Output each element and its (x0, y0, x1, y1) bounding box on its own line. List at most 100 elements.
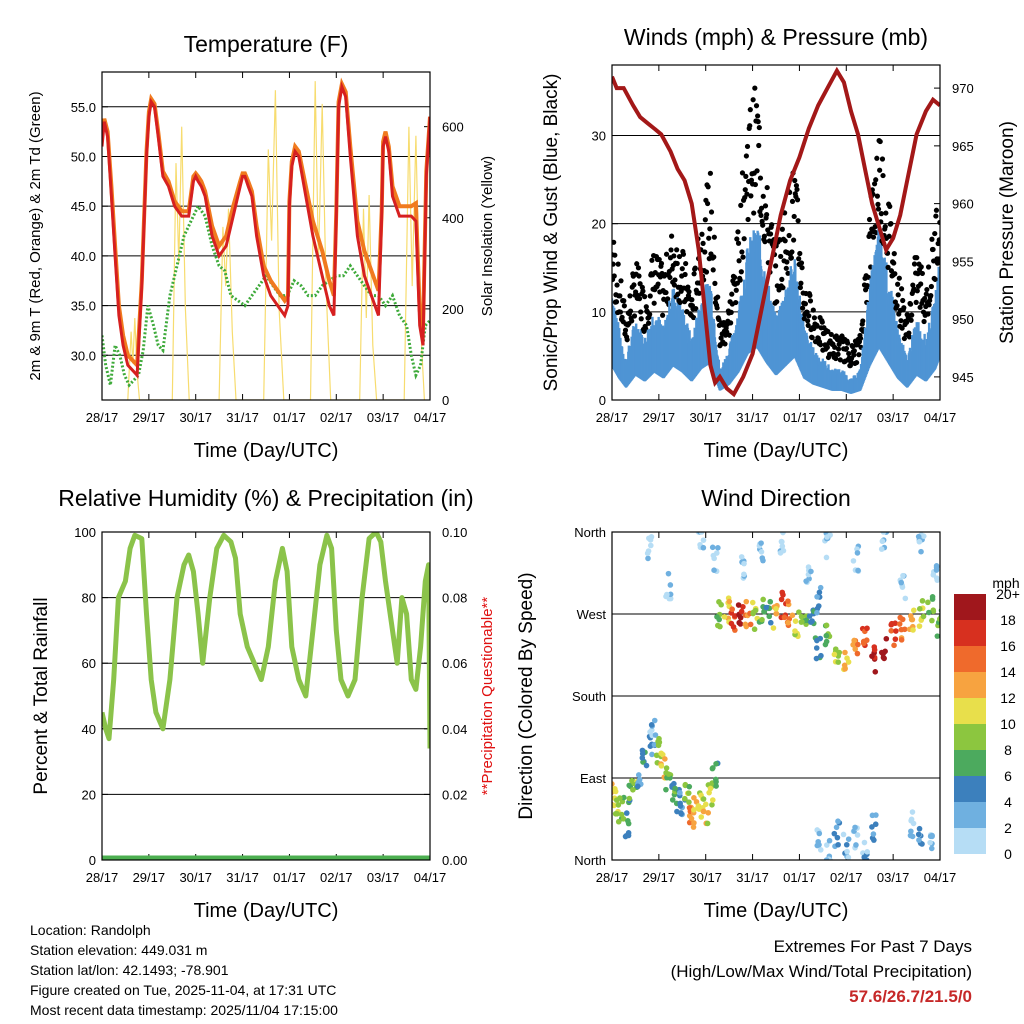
direction-point (915, 533, 922, 540)
direction-point (888, 627, 895, 634)
direction-point (864, 625, 870, 632)
gust-point (837, 357, 843, 363)
gust-point (627, 293, 633, 299)
gust-point (686, 289, 692, 295)
gust-point (665, 296, 671, 302)
direction-point (809, 618, 815, 624)
gust-point (690, 314, 697, 321)
gust-point (675, 291, 681, 297)
gust-point (918, 264, 924, 270)
y-tick-label: 0 (599, 393, 606, 408)
direction-point (878, 546, 885, 552)
gust-point (706, 235, 712, 241)
colorbar-swatch (954, 620, 986, 646)
direction-point (915, 831, 922, 838)
y-tick-label: 60 (82, 656, 96, 671)
x-tick-label: 02/17 (830, 870, 863, 885)
gust-point (651, 300, 657, 306)
direction-point (681, 795, 688, 802)
colorbar-swatch (954, 698, 986, 724)
gust-point (875, 201, 881, 207)
gust-point (828, 331, 834, 338)
direction-point (688, 815, 695, 822)
gust-point (844, 340, 851, 346)
y2-tick-label: 0 (442, 393, 449, 408)
direction-point (927, 839, 933, 846)
gust-point (883, 210, 889, 216)
gust-point (788, 255, 794, 261)
direction-point (620, 816, 627, 822)
direction-point (900, 572, 906, 579)
direction-point (936, 616, 940, 622)
gust-point (894, 302, 900, 309)
direction-point (898, 637, 905, 643)
gust-point (923, 291, 929, 297)
gust-point (930, 246, 936, 253)
gust-point (879, 156, 886, 162)
direction-point (910, 820, 917, 827)
y2-tick-label: 0.08 (442, 591, 467, 606)
direction-point (780, 532, 786, 536)
direction-point (818, 652, 824, 659)
gust-point (836, 341, 842, 347)
direction-point (907, 613, 914, 619)
gust-point (779, 226, 785, 232)
gust-point (739, 170, 746, 176)
y2-tick-label: 0.06 (442, 656, 467, 671)
gust-point (909, 312, 915, 318)
direction-point (666, 595, 673, 602)
direction-point (822, 641, 829, 648)
y2-tick-label: 945 (952, 370, 974, 385)
direction-point (871, 647, 878, 653)
gust-point (643, 304, 649, 310)
y-tick-label: 35.0 (71, 299, 96, 314)
direction-point (834, 834, 841, 841)
direction-point (813, 655, 820, 662)
x-tick-label: 30/17 (689, 410, 722, 425)
gust-point (767, 231, 774, 237)
x-tick-label: 30/17 (179, 410, 212, 425)
gust-point (833, 355, 839, 362)
gust-point (798, 280, 804, 286)
x-tick-label: 04/17 (924, 870, 957, 885)
gust-point (739, 249, 745, 255)
gust-point (735, 229, 741, 235)
direction-point (824, 534, 830, 540)
direction-point (702, 801, 709, 808)
direction-point (749, 599, 756, 606)
colorbar-label: 10 (1000, 716, 1016, 732)
gust-point (783, 265, 789, 271)
direction-point (796, 609, 802, 615)
gust-point (857, 335, 864, 341)
colorbar-label: 8 (1004, 742, 1012, 758)
gust-point (619, 314, 625, 320)
gust-point (634, 261, 640, 267)
direction-point (667, 582, 674, 588)
x-tick-label: 03/17 (877, 870, 910, 885)
direction-point (766, 613, 773, 620)
direction-point (813, 645, 820, 651)
gust-point (649, 257, 655, 263)
gust-point (640, 288, 646, 294)
gust-point (918, 281, 924, 287)
gust-point (754, 168, 760, 174)
gust-point (832, 344, 838, 350)
series-pressure (612, 66, 940, 398)
chart-title: Winds (mph) & Pressure (mb) (624, 24, 928, 50)
direction-point (738, 554, 745, 560)
gust-point (682, 271, 688, 278)
direction-point (738, 608, 745, 615)
x-tick-label: 28/17 (596, 410, 629, 425)
direction-point (626, 795, 633, 802)
extremes-subtitle: (High/Low/Max Wind/Total Precipitation) (670, 962, 972, 981)
direction-point (658, 763, 665, 769)
gust-point (848, 359, 854, 365)
x-tick-label: 29/17 (133, 410, 166, 425)
direction-point (740, 604, 746, 610)
direction-point (916, 825, 923, 832)
y-tick-label: 55.0 (71, 100, 96, 115)
gust-point (708, 209, 715, 215)
direction-point (625, 818, 631, 824)
direction-point (705, 810, 712, 816)
direction-point (785, 598, 791, 604)
